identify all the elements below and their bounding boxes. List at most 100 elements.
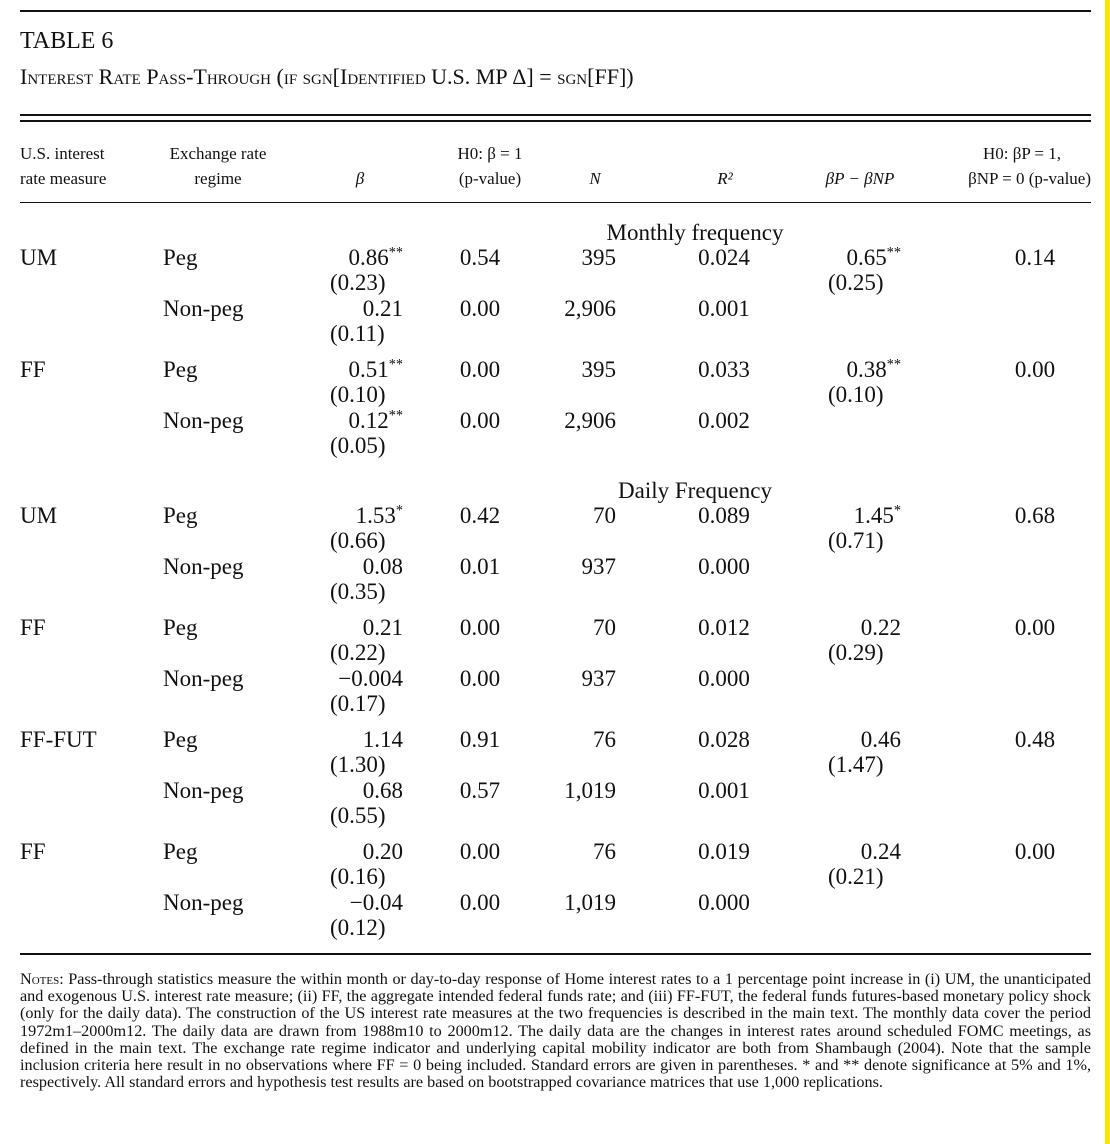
r2-value: 0.001 [698, 778, 750, 803]
r2-value: 0.000 [698, 890, 750, 915]
joint-p-value: 0.00 [1014, 357, 1056, 382]
p-value: 0.42 [459, 503, 501, 528]
page-edge-strip [1105, 0, 1110, 1144]
diff-se: (1.47) [828, 752, 884, 777]
r2-value: 0.033 [698, 357, 750, 382]
diff-value: 1.45* [853, 502, 901, 528]
beta-se: (0.22) [330, 640, 386, 665]
beta-value: 0.12** [348, 407, 404, 433]
joint-p-value: 0.14 [1014, 245, 1056, 270]
header-n: N [589, 169, 601, 188]
beta-se: (0.55) [330, 803, 386, 828]
diff-value: 0.46 [860, 727, 901, 752]
joint-p-value: 0.68 [1014, 503, 1056, 528]
beta-value: 0.20 [362, 839, 403, 864]
beta-se: (0.05) [330, 433, 386, 458]
n-value: 1,019 [564, 890, 616, 915]
n-value: 1,019 [564, 778, 616, 803]
beta-se: (0.17) [330, 691, 386, 716]
regime-label: Peg [163, 357, 198, 382]
notes-label: Notes: [20, 970, 64, 988]
p-value: 0.00 [459, 615, 501, 640]
regime-label: Non-peg [163, 778, 244, 803]
beta-value: 0.21 [362, 296, 403, 321]
p-value: 0.01 [459, 554, 501, 579]
n-value: 937 [581, 554, 617, 579]
beta-value: 0.08 [362, 554, 403, 579]
beta-se: (0.16) [330, 864, 386, 889]
n-value: 395 [581, 245, 617, 270]
r2-value: 0.000 [698, 554, 750, 579]
beta-value: −0.004 [338, 666, 403, 691]
beta-se: (0.35) [330, 579, 386, 604]
header-rule [20, 202, 1091, 204]
table-caption: Interest Rate Pass-Through (if sgn[Ident… [20, 64, 634, 89]
measure-label: UM [20, 245, 58, 270]
r2-value: 0.012 [698, 615, 750, 640]
regime-label: Non-peg [163, 554, 244, 579]
header-beta: β [355, 169, 365, 188]
p-value: 0.57 [459, 778, 501, 803]
r2-value: 0.028 [698, 727, 750, 752]
regime-label: Peg [163, 727, 198, 752]
regime-label: Peg [163, 615, 198, 640]
diff-value: 0.38** [846, 356, 902, 382]
beta-se: (0.23) [330, 270, 386, 295]
p-value: 0.00 [459, 408, 501, 433]
measure-label: FF [20, 357, 46, 382]
measure-label: FF [20, 615, 46, 640]
diff-se: (0.21) [828, 864, 884, 889]
regime-label: Non-peg [163, 666, 244, 691]
diff-se: (0.71) [828, 528, 884, 553]
header-h0-joint: H0: βP = 1, βNP = 0 (p-value) [968, 144, 1091, 188]
r2-value: 0.000 [698, 666, 750, 691]
caption-rule-lower [20, 120, 1091, 122]
r2-value: 0.089 [698, 503, 750, 528]
table-label: TABLE 6 [20, 28, 114, 54]
header-diff: βP − βNP [825, 169, 895, 188]
beta-se: (0.12) [330, 915, 386, 940]
p-value: 0.00 [459, 666, 501, 691]
n-value: 937 [581, 666, 617, 691]
r2-value: 0.002 [698, 408, 750, 433]
beta-value: −0.04 [349, 890, 403, 915]
measure-label: FF [20, 839, 46, 864]
header-regime: Exchange rate regime [169, 144, 267, 188]
p-value: 0.00 [459, 296, 501, 321]
header-r2: R² [717, 169, 733, 188]
regime-label: Peg [163, 503, 198, 528]
beta-value: 0.21 [362, 615, 403, 640]
joint-p-value: 0.48 [1014, 727, 1056, 752]
n-value: 76 [593, 727, 616, 752]
beta-se: (0.66) [330, 528, 386, 553]
regime-label: Non-peg [163, 890, 244, 915]
n-value: 70 [593, 615, 616, 640]
r2-value: 0.024 [698, 245, 750, 270]
n-value: 2,906 [564, 296, 616, 321]
table-page: TABLE 6 Interest Rate Pass-Through (if s… [20, 0, 1091, 1144]
p-value: 0.54 [459, 245, 501, 270]
regime-label: Non-peg [163, 408, 244, 433]
p-value: 0.00 [459, 357, 501, 382]
diff-se: (0.29) [828, 640, 884, 665]
measure-label: FF-FUT [20, 727, 97, 752]
regime-label: Non-peg [163, 296, 244, 321]
diff-value: 0.24 [860, 839, 901, 864]
regime-label: Peg [163, 839, 198, 864]
table-notes: Notes: Pass-through statistics measure t… [20, 970, 1091, 1091]
diff-se: (0.10) [828, 382, 884, 407]
beta-se: (1.30) [330, 752, 386, 777]
beta-value: 1.14 [362, 727, 403, 752]
r2-value: 0.001 [698, 296, 750, 321]
beta-se: (0.11) [330, 321, 385, 346]
diff-value: 0.22 [860, 615, 901, 640]
beta-value: 0.51** [348, 356, 404, 382]
section-title: Daily Frequency [618, 478, 772, 503]
p-value: 0.00 [459, 839, 501, 864]
n-value: 70 [593, 503, 616, 528]
r2-value: 0.019 [698, 839, 750, 864]
beta-value: 1.53* [355, 502, 403, 528]
joint-p-value: 0.00 [1014, 839, 1056, 864]
regime-label: Peg [163, 245, 198, 270]
p-value: 0.00 [459, 890, 501, 915]
